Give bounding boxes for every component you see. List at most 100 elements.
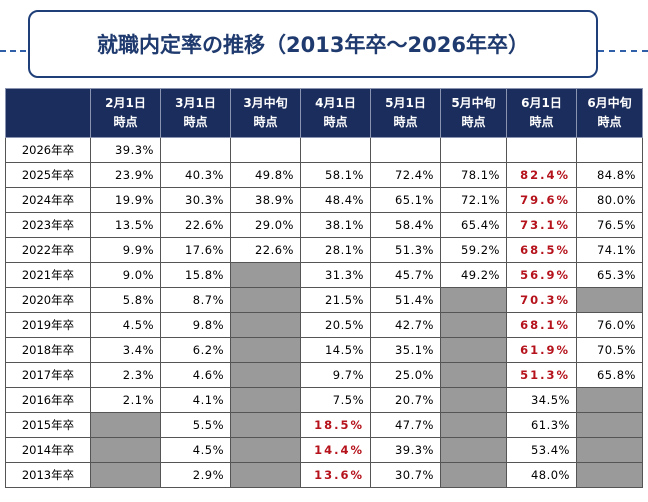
column-header: 6月中旬 時点 — [576, 88, 643, 138]
shaded-cell — [440, 412, 507, 438]
value-cell: 51.4% — [370, 287, 441, 313]
shaded-cell — [440, 287, 507, 313]
shaded-cell — [576, 287, 643, 313]
row-label: 2014年卒 — [5, 437, 91, 463]
value-cell: 39.3% — [370, 437, 441, 463]
value-cell: 78.1% — [440, 162, 507, 188]
shaded-cell — [90, 412, 161, 438]
value-cell: 2.9% — [160, 462, 231, 488]
shaded-cell — [576, 437, 643, 463]
row: 2023年卒 13.5% 22.6% 29.0% 38.1% 58.4% 65.4% 73.1… — [5, 212, 643, 238]
value-cell: 18.5% — [300, 412, 371, 438]
value-cell: 9.9% — [90, 237, 161, 263]
header-row: 2月1日 時点 3月1日 時点 3月中旬 時点 4月1日 時点 5月1日 時点 5月中旬 … — [5, 88, 643, 138]
value-cell: 39.3% — [90, 137, 161, 163]
row: 2022年卒 9.9% 17.6% 22.6% 28.1% 51.3% 59.2% 68.5%… — [5, 237, 643, 263]
shaded-cell — [230, 462, 301, 488]
row-label: 2023年卒 — [5, 212, 91, 238]
value-cell: 30.7% — [370, 462, 441, 488]
value-cell: 34.5% — [506, 387, 577, 413]
shaded-cell — [230, 312, 301, 338]
row-label: 2020年卒 — [5, 287, 91, 313]
value-cell: 70.3% — [506, 287, 577, 313]
value-cell: 65.3% — [576, 262, 643, 288]
column-header: 3月中旬 時点 — [230, 88, 301, 138]
row-label: 2021年卒 — [5, 262, 91, 288]
row: 2016年卒 2.1% 4.1% 7.5% 20.7% 34.5% — [5, 387, 643, 413]
value-cell: 5.8% — [90, 287, 161, 313]
value-cell: 3.4% — [90, 337, 161, 363]
row: 2020年卒 5.8% 8.7% 21.5% 51.4% 70.3% — [5, 287, 643, 313]
value-cell: 30.3% — [160, 187, 231, 213]
value-cell: 40.3% — [160, 162, 231, 188]
value-cell: 15.8% — [160, 262, 231, 288]
column-header: 4月1日 時点 — [300, 88, 371, 138]
row-label: 2017年卒 — [5, 362, 91, 388]
column-header: 5月1日 時点 — [370, 88, 441, 138]
value-cell: 38.9% — [230, 187, 301, 213]
row: 2017年卒 2.3% 4.6% 9.7% 25.0% 51.3% 65.8% — [5, 362, 643, 388]
value-cell: 8.7% — [160, 287, 231, 313]
value-cell: 68.5% — [506, 237, 577, 263]
shaded-cell — [440, 337, 507, 363]
value-cell: 31.3% — [300, 262, 371, 288]
value-cell: 4.1% — [160, 387, 231, 413]
row: 2024年卒 19.9% 30.3% 38.9% 48.4% 65.1% 72.1% 79.6… — [5, 187, 643, 213]
value-cell: 45.7% — [370, 262, 441, 288]
row-label: 2018年卒 — [5, 337, 91, 363]
row: 2025年卒 23.9% 40.3% 49.8% 58.1% 72.4% 78.1% 82.4… — [5, 162, 643, 188]
shaded-cell — [440, 387, 507, 413]
value-cell: 4.6% — [160, 362, 231, 388]
shaded-cell — [90, 462, 161, 488]
dash-line — [0, 50, 26, 52]
value-cell: 72.4% — [370, 162, 441, 188]
empty-cell — [506, 137, 577, 163]
shaded-cell — [230, 437, 301, 463]
value-cell: 20.5% — [300, 312, 371, 338]
value-cell: 79.6% — [506, 187, 577, 213]
shaded-cell — [576, 412, 643, 438]
row: 2019年卒 4.5% 9.8% 20.5% 42.7% 68.1% 76.0% — [5, 312, 643, 338]
shaded-cell — [230, 387, 301, 413]
value-cell: 65.1% — [370, 187, 441, 213]
column-header: 6月1日 時点 — [506, 88, 577, 138]
title-box: 就職内定率の推移（2013年卒～2026年卒） — [28, 10, 598, 78]
shaded-cell — [576, 387, 643, 413]
value-cell: 42.7% — [370, 312, 441, 338]
shaded-cell — [440, 312, 507, 338]
value-cell: 21.5% — [300, 287, 371, 313]
value-cell: 9.8% — [160, 312, 231, 338]
row-label: 2015年卒 — [5, 412, 91, 438]
value-cell: 4.5% — [160, 437, 231, 463]
row-label: 2026年卒 — [5, 137, 91, 163]
row-label: 2022年卒 — [5, 237, 91, 263]
dash-line — [598, 50, 648, 52]
value-cell: 9.0% — [90, 262, 161, 288]
row-label: 2024年卒 — [5, 187, 91, 213]
empty-cell — [300, 137, 371, 163]
value-cell: 14.5% — [300, 337, 371, 363]
row: 2014年卒 4.5% 14.4% 39.3% 53.4% — [5, 437, 643, 463]
value-cell: 2.1% — [90, 387, 161, 413]
value-cell: 51.3% — [370, 237, 441, 263]
row-label: 2025年卒 — [5, 162, 91, 188]
value-cell: 25.0% — [370, 362, 441, 388]
value-cell: 51.3% — [506, 362, 577, 388]
value-cell: 20.7% — [370, 387, 441, 413]
value-cell: 2.3% — [90, 362, 161, 388]
value-cell: 17.6% — [160, 237, 231, 263]
shaded-cell — [440, 462, 507, 488]
shaded-cell — [576, 462, 643, 488]
value-cell: 56.9% — [506, 262, 577, 288]
value-cell: 22.6% — [160, 212, 231, 238]
value-cell: 82.4% — [506, 162, 577, 188]
value-cell: 48.4% — [300, 187, 371, 213]
value-cell: 76.5% — [576, 212, 643, 238]
value-cell: 9.7% — [300, 362, 371, 388]
corner-cell — [5, 88, 91, 138]
value-cell: 84.8% — [576, 162, 643, 188]
value-cell: 29.0% — [230, 212, 301, 238]
empty-cell — [370, 137, 441, 163]
value-cell: 70.5% — [576, 337, 643, 363]
value-cell: 35.1% — [370, 337, 441, 363]
